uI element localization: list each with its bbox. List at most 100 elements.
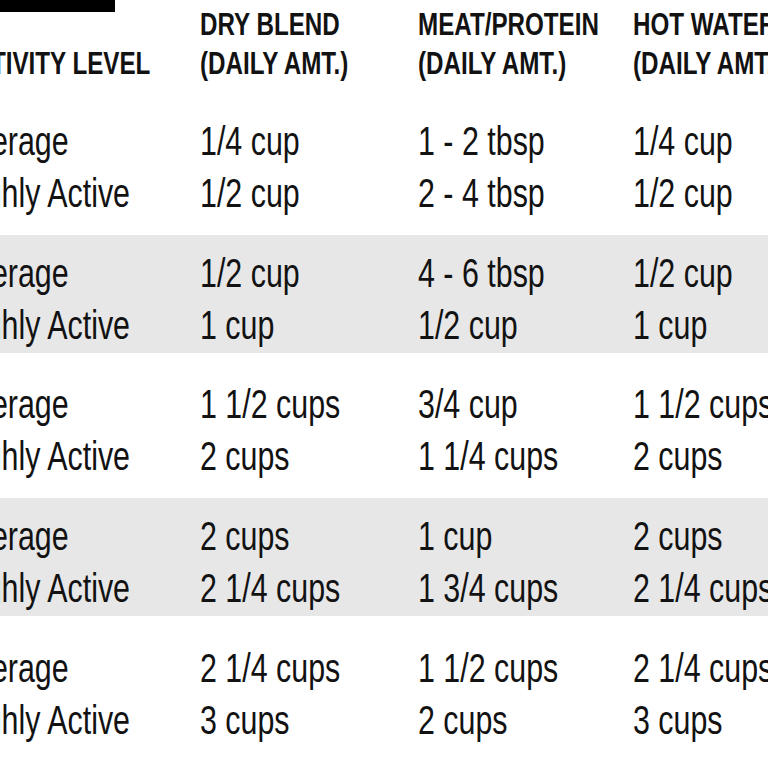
cell-text: 1/2 cup <box>200 169 300 217</box>
cell-text: 1/2 cup <box>418 301 518 349</box>
table-row-highly-active: Highly Active 2 1/4 cups 1 3/4 cups 2 1/… <box>0 564 768 612</box>
meat-protein-cell: 2 cups <box>418 696 536 744</box>
row-group: Average 2 1/4 cups 1 1/2 cups 2 1/4 cups… <box>0 630 768 757</box>
cell-text: 2 cups <box>200 432 290 480</box>
dry-blend-cell: 1 cup <box>200 301 298 349</box>
cell-text: 2 - 4 tbsp <box>418 169 545 217</box>
cropped-artifact-bar <box>0 0 115 12</box>
cell-text: 3 cups <box>200 696 290 744</box>
header-label: MEAT/PROTEIN <box>418 5 599 44</box>
dry-blend-cell: 2 cups <box>200 432 318 480</box>
cell-text: 2 cups <box>200 512 290 560</box>
cell-text: 2 cups <box>633 512 723 560</box>
dry-blend-cell: 3 cups <box>200 696 318 744</box>
cell-text: 1 - 2 tbsp <box>418 117 545 165</box>
cell-text: Average <box>0 644 69 692</box>
cell-text: 2 1/4 cups <box>633 564 768 612</box>
table-row-average: Average 1/4 cup 1 - 2 tbsp 1/4 cup <box>0 117 768 165</box>
activity-level-cell: Average <box>0 117 104 165</box>
dry-blend-cell: 2 cups <box>200 512 318 560</box>
meat-protein-cell: 1 1/2 cups <box>418 644 603 692</box>
cell-text: 2 1/4 cups <box>200 644 340 692</box>
cell-text: 1/2 cup <box>633 169 733 217</box>
table-row-average: Average 2 1/4 cups 1 1/2 cups 2 1/4 cups <box>0 644 768 692</box>
header-label: ACTIVITY LEVEL <box>0 44 150 83</box>
row-group: Average 1/2 cup 4 - 6 tbsp 1/2 cup Highl… <box>0 235 768 353</box>
cell-text: 2 cups <box>418 696 508 744</box>
table-row-average: Average 1 1/2 cups 3/4 cup 1 1/2 cups <box>0 380 768 428</box>
cell-text: 1 cup <box>418 512 492 560</box>
header-sublabel: (DAILY AMT.) <box>418 44 566 83</box>
table-row-highly-active: Highly Active 3 cups 2 cups 3 cups <box>0 696 768 744</box>
cell-text: 1/4 cup <box>200 117 300 165</box>
hot-water-cell: 2 cups <box>633 432 751 480</box>
header-sublabel: (DAILY AMT.) <box>633 44 768 83</box>
cell-text: 1/2 cup <box>200 249 300 297</box>
dry-blend-cell: 2 1/4 cups <box>200 644 385 692</box>
activity-level-cell: Average <box>0 380 104 428</box>
hot-water-cell: 2 cups <box>633 512 751 560</box>
meat-protein-cell: 1 3/4 cups <box>418 564 603 612</box>
table-row-average: Average 2 cups 1 cup 2 cups <box>0 512 768 560</box>
cell-text: Average <box>0 249 69 297</box>
cell-text: Highly Active <box>0 432 130 480</box>
meat-protein-cell: 1 cup <box>418 512 516 560</box>
activity-level-cell: Highly Active <box>0 696 185 744</box>
meat-protein-cell: 2 - 4 tbsp <box>418 169 585 217</box>
cell-text: Average <box>0 512 69 560</box>
column-header-activity-level: ACTIVITY LEVEL <box>0 44 205 83</box>
cell-text: 1 1/4 cups <box>418 432 558 480</box>
hot-water-cell: 2 1/4 cups <box>633 564 768 612</box>
cell-text: Highly Active <box>0 564 130 612</box>
cell-text: 1 1/2 cups <box>633 380 768 428</box>
row-group: Average 1 1/2 cups 3/4 cup 1 1/2 cups Hi… <box>0 366 768 484</box>
hot-water-cell: 3 cups <box>633 696 751 744</box>
feeding-guide-table: ACTIVITY LEVEL DRY BLEND (DAILY AMT.) ME… <box>0 0 768 768</box>
meat-protein-cell: 1 1/4 cups <box>418 432 603 480</box>
cell-text: 1/4 cup <box>633 117 733 165</box>
cell-text: 3/4 cup <box>418 380 518 428</box>
meat-protein-cell: 4 - 6 tbsp <box>418 249 585 297</box>
cell-text: Average <box>0 117 69 165</box>
cell-text: 1 3/4 cups <box>418 564 558 612</box>
meat-protein-cell: 1/2 cup <box>418 301 549 349</box>
meat-protein-cell: 3/4 cup <box>418 380 549 428</box>
dry-blend-cell: 1 1/2 cups <box>200 380 385 428</box>
hot-water-cell: 1/4 cup <box>633 117 764 165</box>
cell-text: 2 cups <box>633 432 723 480</box>
row-group: Average 1/4 cup 1 - 2 tbsp 1/4 cup Highl… <box>0 103 768 221</box>
activity-level-cell: Average <box>0 249 104 297</box>
cell-text: 1/2 cup <box>633 249 733 297</box>
hot-water-cell: 1 1/2 cups <box>633 380 768 428</box>
cell-text: 4 - 6 tbsp <box>418 249 545 297</box>
meat-protein-cell: 1 - 2 tbsp <box>418 117 585 165</box>
activity-level-cell: Highly Active <box>0 301 185 349</box>
table-row-highly-active: Highly Active 1 cup 1/2 cup 1 cup <box>0 301 768 349</box>
cell-text: Highly Active <box>0 696 130 744</box>
activity-level-cell: Highly Active <box>0 432 185 480</box>
header-label: DRY BLEND <box>200 5 340 44</box>
activity-level-cell: Highly Active <box>0 169 185 217</box>
row-group: Average 2 cups 1 cup 2 cups Highly Activ… <box>0 498 768 616</box>
dry-blend-cell: 1/2 cup <box>200 169 331 217</box>
activity-level-cell: Average <box>0 644 104 692</box>
hot-water-cell: 2 1/4 cups <box>633 644 768 692</box>
cell-text: 2 1/4 cups <box>200 564 340 612</box>
table-row-average: Average 1/2 cup 4 - 6 tbsp 1/2 cup <box>0 249 768 297</box>
dry-blend-cell: 2 1/4 cups <box>200 564 385 612</box>
cell-text: 1 1/2 cups <box>418 644 558 692</box>
dry-blend-cell: 1/4 cup <box>200 117 331 165</box>
dry-blend-cell: 1/2 cup <box>200 249 331 297</box>
header-sublabel: (DAILY AMT.) <box>200 44 348 83</box>
cell-text: 3 cups <box>633 696 723 744</box>
activity-level-cell: Highly Active <box>0 564 185 612</box>
cell-text: 1 1/2 cups <box>200 380 340 428</box>
column-header-meat-protein: MEAT/PROTEIN (DAILY AMT.) <box>418 5 650 83</box>
cell-text: Average <box>0 380 69 428</box>
cell-text: 1 cup <box>633 301 707 349</box>
column-header-dry-blend: DRY BLEND (DAILY AMT.) <box>200 5 390 83</box>
table-row-highly-active: Highly Active 2 cups 1 1/4 cups 2 cups <box>0 432 768 480</box>
header-label: HOT WATER <box>633 5 768 44</box>
cell-text: Highly Active <box>0 169 130 217</box>
hot-water-cell: 1 cup <box>633 301 731 349</box>
